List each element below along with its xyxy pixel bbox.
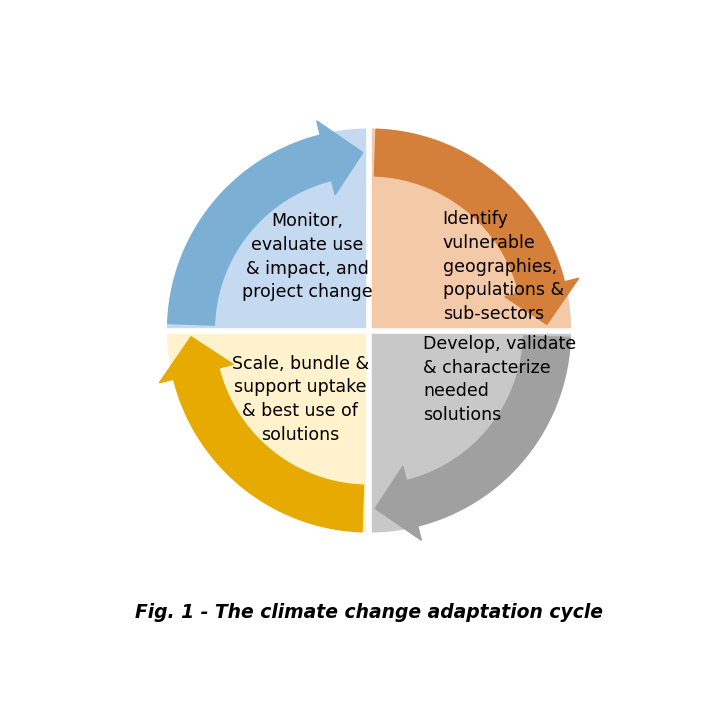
Polygon shape xyxy=(369,331,570,532)
Text: Develop, validate
& characterize
needed
solutions: Develop, validate & characterize needed … xyxy=(423,336,576,424)
Text: Monitor,
evaluate use
& impact, and
project change: Monitor, evaluate use & impact, and proj… xyxy=(243,212,373,302)
Text: Fig. 1 - The climate change adaptation cycle: Fig. 1 - The climate change adaptation c… xyxy=(135,603,603,622)
Polygon shape xyxy=(369,129,570,331)
Polygon shape xyxy=(375,336,570,540)
Polygon shape xyxy=(159,337,364,532)
Polygon shape xyxy=(168,331,369,532)
Text: Scale, bundle &
support uptake
& best use of
solutions: Scale, bundle & support uptake & best us… xyxy=(232,355,369,444)
Text: Identify
vulnerable
geographies,
populations &
sub-sectors: Identify vulnerable geographies, populat… xyxy=(443,210,564,323)
Polygon shape xyxy=(168,129,369,331)
Polygon shape xyxy=(168,121,363,325)
Polygon shape xyxy=(374,130,579,324)
